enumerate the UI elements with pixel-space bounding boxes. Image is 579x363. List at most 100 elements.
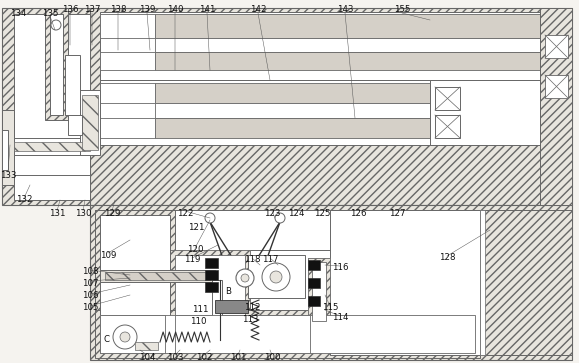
Text: C: C (104, 335, 110, 344)
Text: 134: 134 (10, 8, 26, 17)
Text: 105: 105 (82, 303, 98, 313)
Text: 104: 104 (139, 352, 155, 362)
Text: 100: 100 (264, 352, 280, 362)
Bar (100, 315, 475, 353)
Bar (330, 210, 480, 355)
Text: 107: 107 (82, 278, 98, 287)
Text: 127: 127 (389, 208, 405, 217)
Bar (435, 87, 460, 110)
Text: 139: 139 (139, 5, 155, 15)
Text: 138: 138 (110, 5, 126, 15)
Text: 119: 119 (184, 256, 200, 265)
Bar (308, 258, 330, 325)
Text: 125: 125 (314, 208, 330, 217)
Bar (155, 14, 540, 38)
Text: 117: 117 (262, 256, 278, 265)
Bar (105, 272, 210, 280)
Text: 118: 118 (244, 256, 260, 265)
Bar (95, 310, 480, 358)
Bar (248, 255, 305, 298)
Bar (80, 90, 100, 155)
Bar (175, 315, 310, 353)
Text: 123: 123 (264, 208, 280, 217)
Text: 114: 114 (332, 314, 348, 322)
Text: 121: 121 (188, 224, 204, 232)
Bar (14, 14, 90, 200)
Bar (2, 8, 95, 205)
Bar (90, 8, 572, 205)
Bar (205, 258, 218, 268)
Bar (2, 130, 8, 170)
Text: 112: 112 (244, 303, 260, 313)
Circle shape (120, 332, 130, 342)
Bar (50, 14, 63, 115)
Circle shape (236, 269, 254, 287)
Text: 128: 128 (439, 253, 455, 262)
Bar (95, 210, 567, 355)
Bar (205, 270, 218, 280)
Bar (14, 142, 90, 151)
Text: 129: 129 (104, 208, 120, 217)
Text: 103: 103 (167, 352, 183, 362)
Bar (170, 250, 250, 330)
Bar (100, 315, 165, 353)
Text: 136: 136 (62, 5, 78, 15)
Bar (82, 95, 98, 150)
Bar (100, 270, 215, 282)
Text: 116: 116 (332, 264, 348, 273)
Circle shape (241, 274, 249, 282)
Bar (215, 300, 248, 313)
Bar (100, 215, 170, 350)
Bar (308, 296, 320, 306)
Text: 126: 126 (350, 208, 367, 217)
Text: 120: 120 (187, 245, 203, 254)
Bar (100, 83, 155, 103)
Bar (155, 118, 430, 138)
Text: 108: 108 (82, 268, 98, 277)
Text: 101: 101 (230, 352, 246, 362)
Bar (100, 12, 540, 80)
Bar (100, 52, 155, 70)
Bar (155, 83, 430, 103)
Bar (205, 282, 218, 292)
Bar (100, 80, 540, 145)
Text: 115: 115 (322, 303, 338, 313)
Circle shape (113, 325, 137, 349)
Text: 140: 140 (167, 5, 183, 15)
Bar (95, 210, 175, 355)
Bar (2, 110, 14, 185)
Text: 142: 142 (250, 5, 266, 15)
Bar (308, 260, 320, 270)
Text: B: B (225, 287, 231, 297)
Bar (135, 342, 158, 350)
Text: 141: 141 (199, 5, 215, 15)
Bar (545, 75, 568, 98)
Bar (540, 8, 572, 205)
Bar (480, 210, 485, 355)
Bar (312, 262, 326, 321)
Text: 131: 131 (49, 208, 65, 217)
Circle shape (270, 271, 282, 283)
Bar (155, 38, 540, 52)
Bar (435, 115, 460, 138)
Circle shape (205, 213, 215, 223)
Text: 137: 137 (84, 5, 100, 15)
Text: 106: 106 (82, 291, 98, 301)
Text: 124: 124 (288, 208, 304, 217)
Text: 110: 110 (190, 318, 206, 326)
Bar (155, 52, 540, 70)
Circle shape (262, 263, 290, 291)
Bar (430, 80, 540, 145)
Text: 132: 132 (16, 196, 32, 204)
Text: 111: 111 (192, 306, 208, 314)
Bar (65, 55, 80, 115)
Bar (212, 280, 222, 330)
Bar (90, 205, 572, 360)
Bar (14, 138, 90, 155)
Text: 135: 135 (42, 8, 58, 17)
Text: 122: 122 (177, 208, 193, 217)
Bar (308, 278, 320, 288)
Text: 155: 155 (394, 5, 411, 15)
Bar (175, 255, 245, 325)
Text: 109: 109 (100, 250, 116, 260)
